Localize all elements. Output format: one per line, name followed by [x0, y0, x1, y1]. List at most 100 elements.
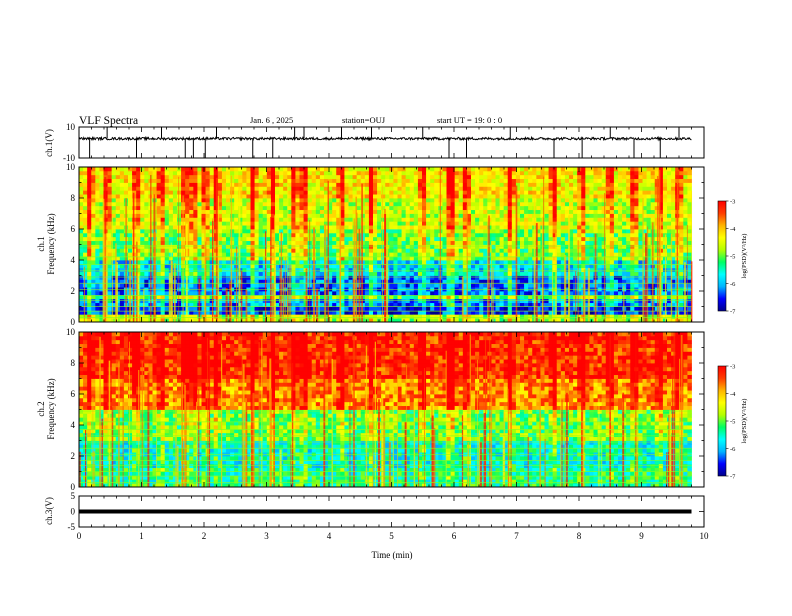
spectrogram-cell: [295, 190, 299, 194]
spectrogram-cell: [398, 260, 402, 264]
spectrogram-cell: [320, 190, 324, 194]
spectrogram-cell: [291, 206, 295, 210]
spectrogram-cell: [140, 276, 144, 280]
spectrogram-cell: [487, 206, 491, 210]
spectrogram-cell: [573, 260, 577, 264]
spectrogram-cell: [475, 214, 479, 218]
spectrogram-cell: [222, 252, 226, 256]
spectrogram-cell: [373, 233, 377, 237]
spectrogram-cell: [312, 190, 316, 194]
spectrogram-cell: [259, 291, 263, 295]
spectrogram-cell: [251, 229, 255, 233]
spectrogram-cell: [295, 198, 299, 202]
spectrogram-cell: [210, 283, 214, 287]
spectrogram-cell: [344, 179, 348, 183]
spectrogram-cell: [349, 179, 353, 183]
spectrogram-cell: [491, 229, 495, 233]
spectrogram-cell: [112, 210, 116, 214]
spectrogram-cell: [532, 183, 536, 187]
spectrogram-cell: [553, 179, 557, 183]
spectrogram-cell: [267, 206, 271, 210]
spectrogram-cell: [520, 171, 524, 175]
spectrogram-cell: [153, 179, 157, 183]
spectrogram-cell: [540, 175, 544, 179]
spectrogram-cell: [402, 206, 406, 210]
spectrogram-cell: [475, 241, 479, 245]
spectrogram-cell: [524, 276, 528, 280]
spectrogram-cell: [581, 210, 585, 214]
spectrogram-cell: [422, 229, 426, 233]
spectrogram-cell: [177, 268, 181, 272]
spectrogram-cell: [520, 186, 524, 190]
spectrogram-cell: [434, 241, 438, 245]
spectrogram-cell: [361, 171, 365, 175]
spectrogram-cell: [283, 206, 287, 210]
spectrogram-cell: [83, 202, 87, 206]
spectrogram-cell: [349, 183, 353, 187]
spectrogram-cell: [291, 233, 295, 237]
spectrogram-cell: [483, 276, 487, 280]
spectrogram-cell: [418, 268, 422, 272]
spectrogram-cell: [349, 171, 353, 175]
spectrogram-cell: [157, 252, 161, 256]
spectrogram-cell: [500, 237, 504, 241]
spectrogram-cell: [549, 210, 553, 214]
spectrogram-cell: [295, 202, 299, 206]
spectrogram-cell: [524, 237, 528, 241]
spectrogram-cell: [447, 229, 451, 233]
spectrogram-cell: [238, 183, 242, 187]
spectrogram-cell: [377, 186, 381, 190]
spectrogram-cell: [528, 179, 532, 183]
spectrogram-cell: [426, 171, 430, 175]
spectrogram-cell: [577, 198, 581, 202]
spectrogram-cell: [332, 171, 336, 175]
spectrogram-cell: [189, 217, 193, 221]
spectrogram-cell: [79, 186, 83, 190]
spectrogram-cell: [451, 183, 455, 187]
spectrogram-cell: [500, 241, 504, 245]
spectrogram-cell: [434, 233, 438, 237]
spectrogram-cell: [140, 237, 144, 241]
spectrogram-cell: [108, 225, 112, 229]
spectrogram-cell: [185, 186, 189, 190]
spectrogram-cell: [377, 245, 381, 249]
spectrogram-cell: [234, 210, 238, 214]
spectrogram-cell: [279, 206, 283, 210]
spectrogram-cell: [479, 248, 483, 252]
spectrogram-cell: [508, 268, 512, 272]
spectrogram-cell: [226, 276, 230, 280]
spectrogram-cell: [202, 214, 206, 218]
spectrogram-cell: [402, 276, 406, 280]
spectrogram-cell: [369, 175, 373, 179]
spectrogram-cell: [373, 214, 377, 218]
spectrogram-cell: [202, 186, 206, 190]
spectrogram-cell: [332, 245, 336, 249]
spectrogram-cell: [475, 314, 479, 318]
spectrogram-cell: [344, 268, 348, 272]
spectrogram-cell: [545, 314, 549, 318]
spectrogram-cell: [455, 206, 459, 210]
spectrogram-cell: [246, 183, 250, 187]
spectrogram-cell: [365, 210, 369, 214]
spectrogram-cell: [255, 260, 259, 264]
spectrogram-cell: [459, 175, 463, 179]
spectrogram-cell: [545, 229, 549, 233]
spectrogram-cell: [283, 245, 287, 249]
spectrogram-cell: [87, 214, 91, 218]
spectrogram-cell: [283, 210, 287, 214]
spectrogram-cell: [475, 210, 479, 214]
spectrogram-cell: [344, 299, 348, 303]
spectrogram-cell: [312, 194, 316, 198]
spectrogram-cell: [157, 260, 161, 264]
spectrogram-cell: [422, 183, 426, 187]
spectrogram-cell: [393, 183, 397, 187]
spectrogram-cell: [222, 225, 226, 229]
spectrogram-cell: [267, 171, 271, 175]
spectrogram-cell: [108, 241, 112, 245]
spectrogram-cell: [471, 291, 475, 295]
spectrogram-cell: [218, 167, 222, 171]
spectrogram-cell: [569, 171, 573, 175]
spectrogram-cell: [504, 233, 508, 237]
spectrogram-cell: [295, 233, 299, 237]
spectrogram-cell: [157, 202, 161, 206]
